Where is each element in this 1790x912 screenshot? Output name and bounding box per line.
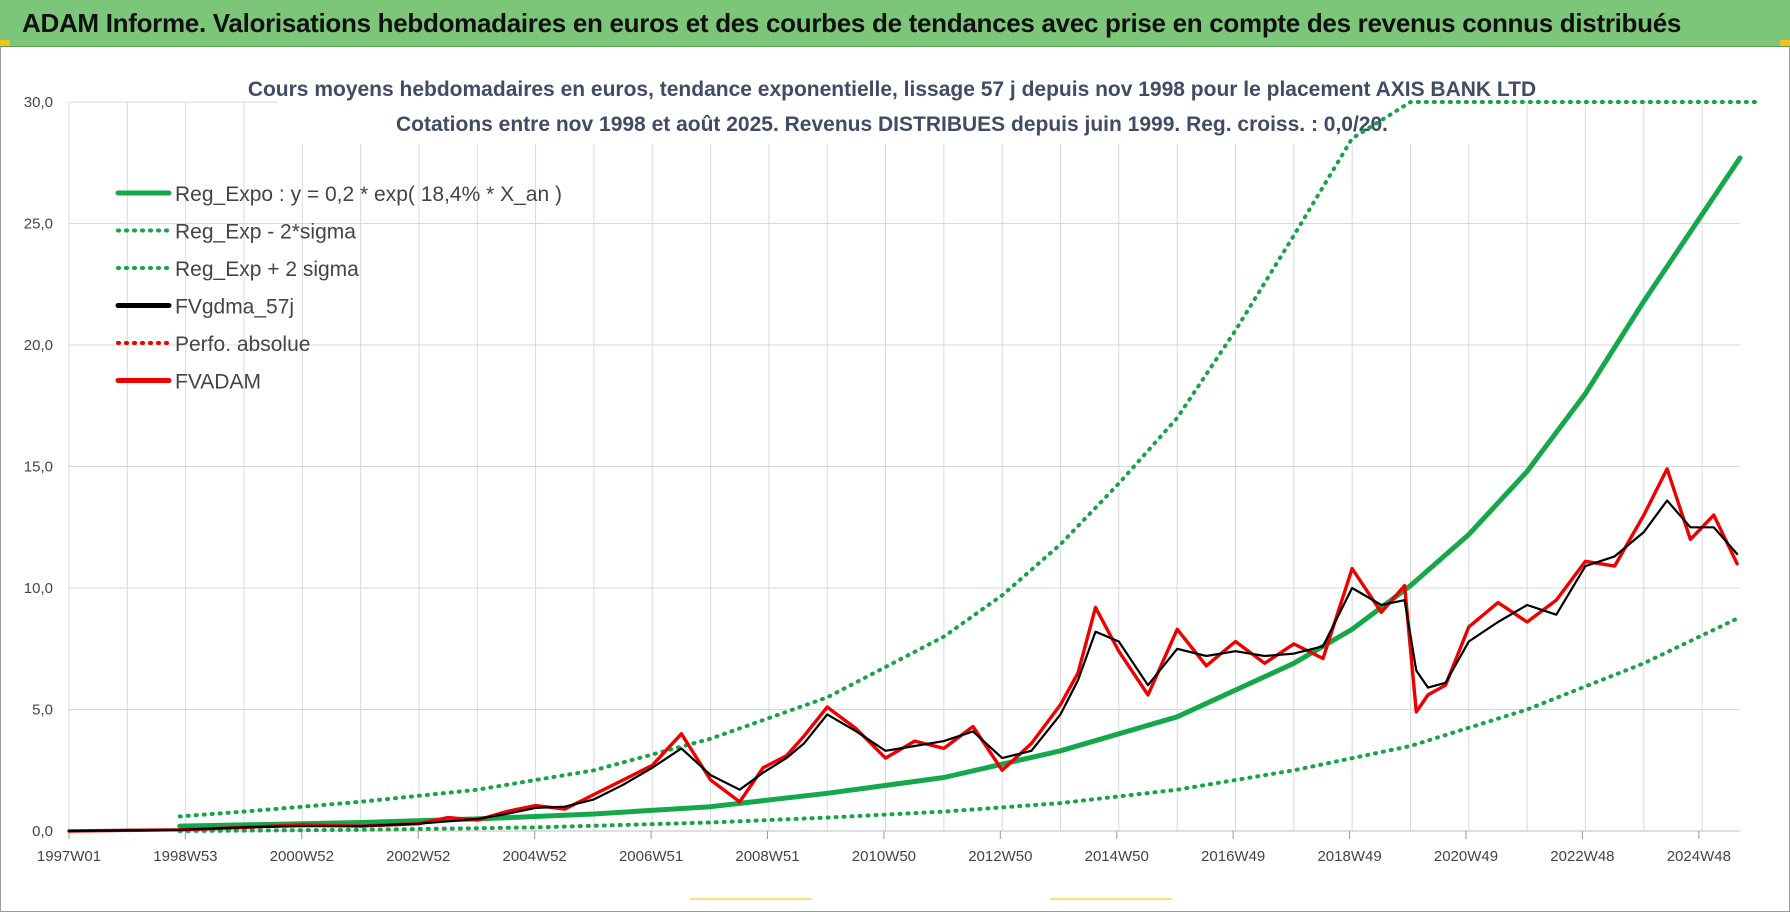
x-tick-label: 2006W51 [619,848,683,865]
x-tick-label: 2002W52 [386,848,450,865]
x-tick-label: 1998W53 [153,848,217,865]
series-fvadam [67,467,1739,833]
title-backdrop [278,73,1506,144]
footer-mark [1050,898,1172,900]
chart-title-line1: Cours moyens hebdomadaires en euros, ten… [248,78,1536,101]
x-tick-label: 2012W50 [968,848,1032,865]
y-tick-label: 0,0 [32,823,53,840]
x-tick-label: 2010W50 [852,848,916,865]
y-tick-label: 5,0 [32,702,53,719]
legend-label: Reg_Expo : y = 0,2 * exp( 18,4% * X_an ) [175,183,562,206]
x-axis-ticks: 1997W01 1998W53 2000W52 2002W52 2004W52 2006W… [37,831,1731,865]
banner: ADAM Informe. Valorisations hebdomadaire… [0,0,1790,47]
y-tick-label: 25,0 [24,216,53,233]
x-tick-label: 2014W50 [1085,848,1149,865]
legend-label: Perfo. absolue [175,333,310,356]
y-tick-label: 20,0 [24,337,53,354]
chart-grid [68,101,1740,832]
x-tick-label: 2022W48 [1550,848,1614,865]
corner-marker-left [0,40,10,46]
series-fvgdma-57j [67,499,1739,833]
y-tick-label: 10,0 [24,580,53,597]
series-reg-expo [177,155,1743,829]
legend-label: FVADAM [175,371,261,394]
x-tick-label: 2000W52 [270,848,334,865]
corner-marker-right [1780,40,1790,46]
series-group [67,100,1763,833]
banner-title: ADAM Informe. Valorisations hebdomadaire… [22,8,1682,38]
y-axis-ticks: 0,0 5,0 10,0 15,0 20,0 25,0 30,0 [24,94,53,840]
x-tick-label: 2024W48 [1667,848,1731,865]
series-reg-exp-plus-2sigma [177,100,1763,819]
x-tick-label: 2008W51 [735,848,799,865]
legend-label: Reg_Exp - 2*sigma [175,221,356,244]
x-tick-label: 1997W01 [37,848,101,865]
x-tick-label: 2004W52 [503,848,567,865]
x-tick-label: 2020W49 [1434,848,1498,865]
legend-label: FVgdma_57j [175,296,294,319]
x-tick-label: 2016W49 [1201,848,1265,865]
series-reg-exp-minus-2sigma [177,615,1742,833]
y-tick-label: 15,0 [24,459,53,476]
chart-title-line2: Cotations entre nov 1998 et août 2025. R… [396,113,1388,136]
legend-label: Reg_Exp + 2 sigma [175,258,359,281]
x-tick-label: 2018W49 [1317,848,1381,865]
footer-mark [690,898,812,900]
legend: Reg_Expo : y = 0,2 * exp( 18,4% * X_an )… [115,183,562,394]
y-tick-label: 30,0 [24,94,53,111]
